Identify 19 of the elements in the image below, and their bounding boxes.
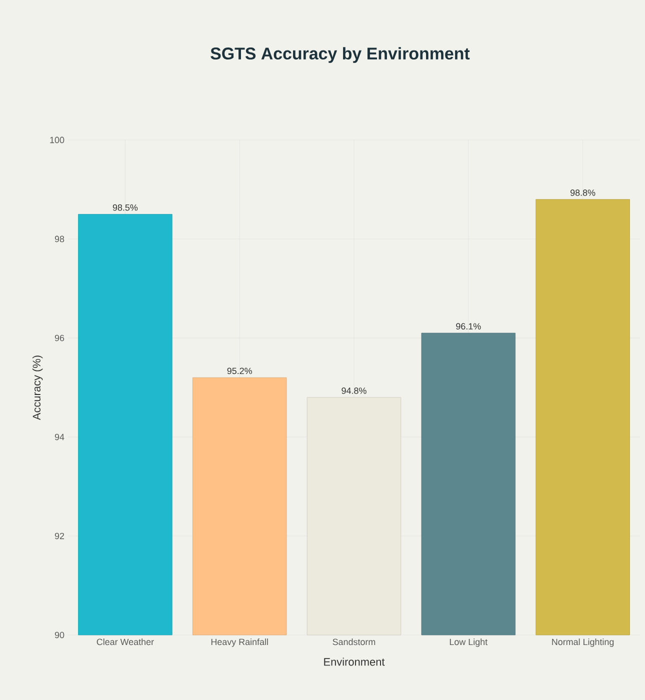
chart-title: SGTS Accuracy by Environment xyxy=(210,47,470,63)
y-tick-label: 92 xyxy=(54,532,64,540)
x-tick-label: Clear Weather xyxy=(96,638,154,646)
x-axis-title: Environment xyxy=(324,658,385,666)
y-tick-label: 96 xyxy=(54,334,64,342)
y-tick-label: 94 xyxy=(54,434,64,440)
x-tick-label: Low Light xyxy=(450,638,488,647)
data-label: 96.1% xyxy=(456,323,481,330)
x-tick-label: Sandstorm xyxy=(332,638,376,646)
x-tick-label: Normal Lighting xyxy=(552,638,614,647)
y-tick-label: 98 xyxy=(54,236,64,242)
data-label: 94.8% xyxy=(342,388,366,394)
data-label: 98.5% xyxy=(112,204,138,211)
y-tick-label: 100 xyxy=(50,136,64,144)
x-tick-label: Heavy Rainfall xyxy=(211,638,268,647)
data-label: 95.2% xyxy=(227,368,252,374)
y-tick-label: 90 xyxy=(54,632,64,638)
y-axis-title: Accuracy (%) xyxy=(32,356,43,420)
data-label: 98.8% xyxy=(570,190,596,196)
